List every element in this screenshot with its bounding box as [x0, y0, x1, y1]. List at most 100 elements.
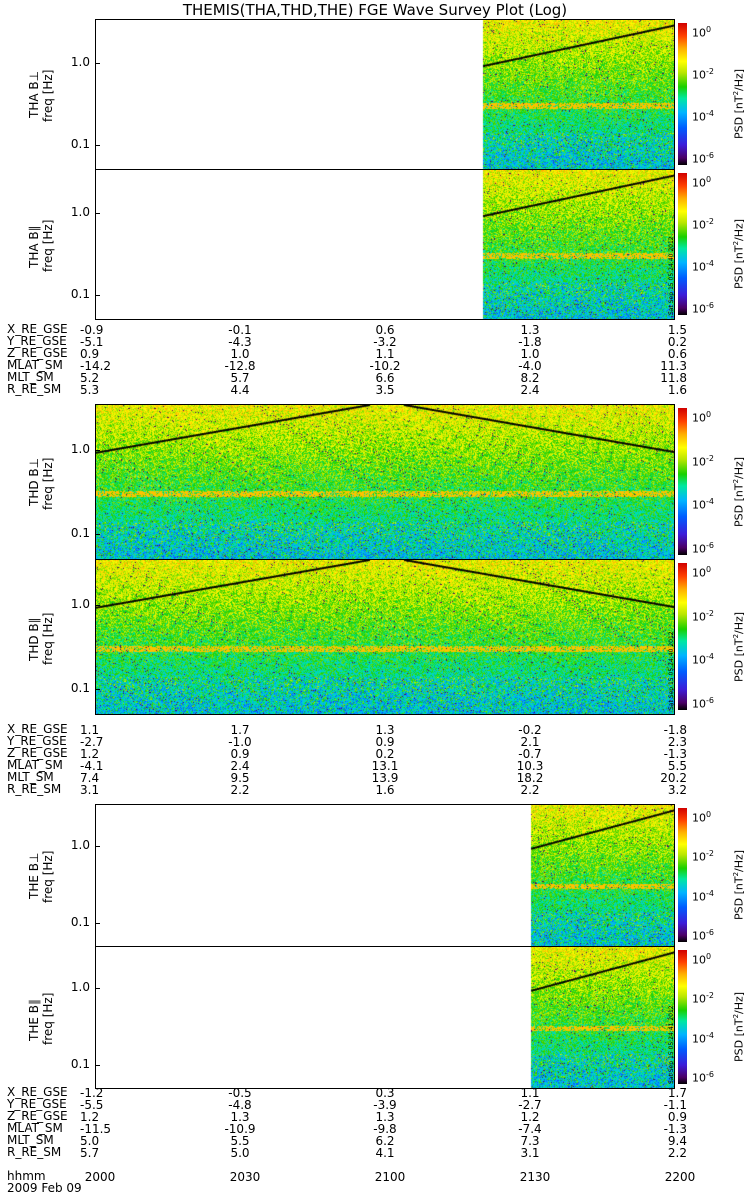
time-tick-label: 2130 [519, 1170, 551, 1184]
ephemeris-value: 1.7 [667, 1086, 687, 1100]
freq-tick-mark [95, 845, 100, 847]
spectrogram-panel-thd-perp [95, 404, 675, 560]
ephemeris-value: 3.1 [80, 783, 100, 797]
spectrogram-canvas [96, 805, 674, 946]
ephemeris-value: 3.5 [375, 383, 395, 397]
ephemeris-value: 1.3 [520, 323, 540, 337]
colorbar-label: PSD [nT2/Hz] [732, 849, 746, 920]
ephemeris-value: -0.9 [80, 323, 104, 337]
ephemeris-label: Z_RE_GSE [7, 746, 68, 760]
freq-tick-mark [95, 987, 100, 989]
panel-label: THD B⊥ [27, 457, 41, 506]
ephemeris-value: 2.2 [230, 783, 250, 797]
ephemeris-value: 1.2 [80, 1110, 100, 1124]
ephemeris-value: 9.4 [667, 1134, 687, 1148]
freq-tick-mark [95, 144, 100, 146]
colorbar-tick-label: 10-4 [692, 259, 714, 274]
ephemeris-value: 2.1 [520, 735, 540, 749]
timestamp: Sat Sep 15 05:24:40 2012 [668, 631, 675, 710]
freq-tick-label: 1.0 [70, 979, 90, 994]
panel-label: THD B∥ [27, 616, 41, 661]
ephemeris-value: -9.8 [373, 1122, 397, 1136]
freq-tick-label: 1.0 [70, 596, 90, 611]
ephemeris-value: 4.1 [375, 1146, 395, 1160]
freq-tick-mark [95, 604, 100, 606]
ephemeris-value: -7.4 [518, 1122, 542, 1136]
panel-label: THA B⊥ [27, 70, 41, 118]
ephemeris-value: -0.1 [228, 323, 252, 337]
colorbar-tick-label: 100 [692, 25, 712, 40]
spectrogram-canvas [96, 170, 674, 319]
ephemeris-label: R_RE_SM [7, 1145, 62, 1159]
ephemeris-value: 13.9 [371, 771, 399, 785]
colorbar-tick-label: 100 [692, 952, 712, 967]
date-label: 2009 Feb 09 [7, 1181, 82, 1195]
freq-axis-label: freq [Hz] [41, 850, 55, 903]
ephemeris-value: 1.5 [667, 323, 687, 337]
freq-tick-mark [95, 688, 100, 690]
ephemeris-value: 1.7 [230, 723, 250, 737]
colorbar-tick-label: 100 [692, 175, 712, 190]
time-tick-label: 2100 [374, 1170, 406, 1184]
colorbar [678, 563, 687, 710]
ephemeris-value: 2.2 [520, 783, 540, 797]
ephemeris-value: 13.1 [371, 759, 399, 773]
freq-tick-label: 0.1 [70, 914, 90, 929]
ephemeris-value: -4.0 [518, 359, 542, 373]
ephemeris-value: 0.2 [375, 747, 395, 761]
freq-tick-label: 0.1 [70, 136, 90, 151]
colorbar-tick-label: 100 [692, 565, 712, 580]
spectrogram-canvas [96, 947, 674, 1088]
freq-axis-label: freq [Hz] [41, 219, 55, 272]
colorbar-tick-label: 100 [692, 410, 712, 425]
colorbar-tick-label: 10-2 [692, 453, 714, 469]
ephemeris-value: 0.3 [375, 1086, 395, 1100]
ephemeris-value: 2.2 [667, 1146, 687, 1160]
ephemeris-value: -1.0 [228, 735, 252, 749]
timestamp: Sat Sep 15 05:24:41 2012 [668, 1005, 675, 1084]
freq-tick-label: 0.1 [70, 1056, 90, 1071]
ephemeris-value: 1.6 [375, 783, 395, 797]
freq-tick-mark [95, 922, 100, 924]
ephemeris-label: X_RE_GSE [7, 322, 68, 336]
freq-axis-label: freq [Hz] [41, 457, 55, 510]
ephemeris-value: -0.7 [518, 747, 542, 761]
ephemeris-value: 5.0 [80, 1134, 100, 1148]
colorbar-tick-label: 10-4 [692, 1030, 714, 1046]
ephemeris-value: 18.2 [516, 771, 544, 785]
freq-tick-label: 0.1 [70, 525, 90, 540]
colorbar-tick-label: 10-6 [692, 928, 714, 943]
panel-label: THE B⊥ [27, 852, 41, 899]
ephemeris-value: 1.6 [667, 383, 687, 397]
ephemeris-value: 5.7 [230, 371, 250, 385]
ephemeris-label: MLAT_SM [7, 758, 63, 772]
ephemeris-value: 0.6 [667, 347, 687, 361]
ephemeris-value: -3.9 [373, 1098, 397, 1112]
colorbar-tick-label: 10-6 [692, 301, 714, 316]
ephemeris-value: 3.1 [520, 1146, 540, 1160]
ephemeris-value: -4.3 [228, 335, 252, 349]
ephemeris-label: MLAT_SM [7, 358, 63, 372]
time-tick-label: 2030 [229, 1170, 261, 1184]
colorbar-tick-label: 10-6 [692, 1070, 714, 1085]
colorbar-tick-label: 10-2 [692, 608, 714, 624]
ephemeris-value: 2.4 [520, 383, 540, 397]
ephemeris-value: -12.8 [224, 359, 256, 373]
colorbar-label: PSD [nT2/Hz] [732, 991, 746, 1062]
colorbar-tick-label: 10-4 [692, 888, 714, 904]
ephemeris-value: -0.2 [518, 723, 542, 737]
colorbar-tick-label: 10-6 [692, 151, 714, 166]
freq-tick-mark [95, 213, 100, 215]
freq-tick-label: 1.0 [70, 441, 90, 456]
ephemeris-value: 0.9 [230, 747, 250, 761]
ephemeris-value: 5.5 [230, 1134, 250, 1148]
ephemeris-label: MLT_SM [7, 370, 54, 384]
time-tick-label: 2200 [664, 1170, 696, 1184]
colorbar [678, 950, 687, 1084]
colorbar-label: PSD [nT2/Hz] [732, 218, 746, 289]
colorbar [678, 173, 687, 315]
freq-tick-label: 0.1 [70, 286, 90, 301]
ephemeris-value: 6.2 [375, 1134, 395, 1148]
colorbar [678, 23, 687, 165]
ephemeris-value: 1.1 [520, 1086, 540, 1100]
